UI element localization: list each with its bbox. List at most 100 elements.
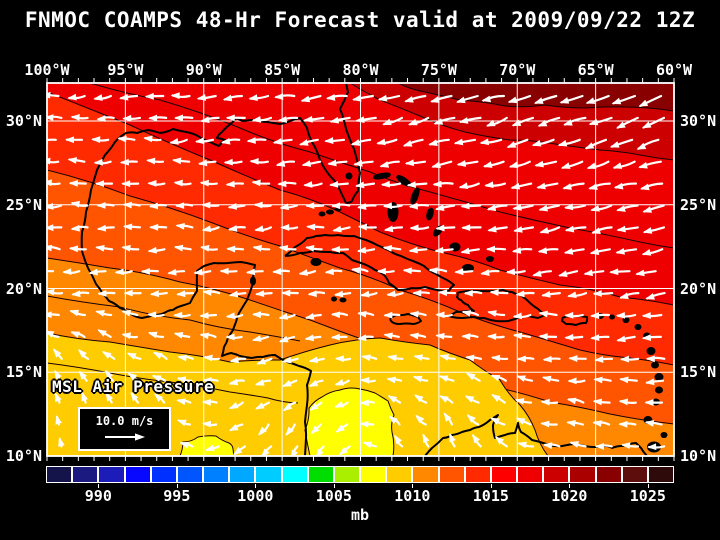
wind-arrow [404,94,427,103]
colorbar-tick [98,484,100,488]
wind-arrow [461,224,482,232]
wind-arrow [229,423,244,432]
wind-arrow [119,158,138,166]
wind-arrow [537,116,561,127]
wind-arrow [376,267,395,275]
wind-arrow [227,225,246,232]
colorbar-tick [490,484,492,488]
wind-arrow [172,157,191,165]
wind-arrow [305,202,325,210]
colorbar-tick-label: 1010 [394,487,431,505]
lon-axis-label: 90°W [185,61,222,79]
wind-arrow [588,116,613,126]
wind-arrow [412,375,429,383]
wind-arrow [329,180,349,188]
wind-arrow [355,116,377,123]
wind-arrow [511,247,533,254]
island [609,314,615,320]
wind-arrow [255,401,271,410]
wind-arrow [641,248,664,256]
wind-arrow [490,374,507,382]
wind-arrow [489,289,509,296]
island [373,172,391,180]
wind-arrow [563,116,587,126]
colorbar-tick [569,484,571,488]
wind-arrow [481,94,505,103]
colorbar-tick-label: 1005 [315,487,352,505]
wind-arrow [533,94,558,104]
wind-arrow [54,369,62,382]
wind-arrow [174,114,194,122]
wind-arrow [484,181,507,189]
wind-arrow [121,180,140,188]
wind-arrow [144,92,165,100]
wind-arrow [456,94,479,104]
lat-axis-label-right: 15°N [680,363,717,382]
wind-arrow [149,223,168,231]
wind-arrow [219,267,238,275]
wind-arrow [357,223,377,231]
wind-arrow [611,94,636,105]
wind-arrow [408,246,428,254]
wind-arrow [251,115,273,123]
wind-arrow [121,309,139,317]
wind-arrow [465,354,483,362]
wind-arrow [510,182,533,190]
contour-line [47,295,301,342]
page-title: FNMOC COAMPS 48-Hr Forecast valid at 200… [24,8,696,32]
wind-arrow [170,92,191,100]
wind-arrow [114,268,133,276]
wind-arrow [508,160,531,169]
wind-arrow [228,378,245,386]
wind-arrow [307,290,326,298]
wind-arrow [540,420,558,428]
wind-arrow [487,225,508,233]
wind-arrow [434,246,454,254]
wind-arrow [121,244,140,252]
colorbar-cell [412,466,439,483]
wind-arrow [233,445,247,456]
wind-arrow [394,434,404,448]
coastline-layer [80,83,668,456]
wind-arrow [122,223,142,231]
wind-arrow [55,415,63,426]
wind-arrow [464,395,480,404]
wind-arrow [388,415,401,426]
wind-arrow [382,245,402,252]
wind-arrow [593,376,612,384]
wind-arrow [616,204,639,212]
wind-arrow [415,414,427,426]
wind-arrow [541,291,561,298]
wind-arrow [537,247,559,255]
wind-arrow [562,182,585,190]
wind-arrow [590,204,613,212]
wind-arrow [62,268,81,276]
wind-arrow [334,355,352,363]
map-frame-layer [46,78,675,461]
wind-arrow [102,351,116,360]
wind-arrow [167,268,186,276]
wind-arrow [539,226,561,234]
wind-arrow [304,313,322,320]
wind-arrow [53,348,63,360]
wind-arrow [308,356,325,364]
wind-arrow [78,370,88,382]
wind-arrow [485,245,507,253]
wind-arrow [645,292,666,300]
wind-arrow [248,94,270,101]
wind-arrow [350,138,372,146]
wind-arrow [383,311,401,319]
wind-arrow [532,270,552,277]
wind-arrow [325,94,348,101]
wind-arrow [359,420,375,428]
wind-arrow [443,412,454,426]
wind-arrow [201,420,218,428]
wind-arrow [47,311,60,319]
pressure-colorbar [46,466,675,483]
island [654,373,664,381]
colorbar-cell [176,466,204,483]
wind-arrow [173,244,192,252]
wind-arrow [516,375,534,382]
wind-arrow [195,137,215,145]
wind-arrow [612,160,636,169]
